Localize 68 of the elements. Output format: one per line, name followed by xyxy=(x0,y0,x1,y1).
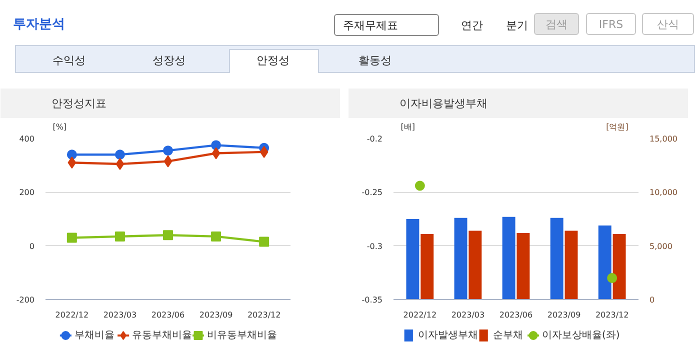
legend-label: 유동부채비율 xyxy=(132,330,192,341)
legend-label: 이자발생부채 xyxy=(418,330,478,341)
y2-tick-label: 10,000 xyxy=(650,188,678,198)
point xyxy=(211,231,222,242)
y2-tick-label: 0 xyxy=(650,296,655,304)
y-tick-label: 0 xyxy=(29,242,35,251)
x-tick-label: 2023/12 xyxy=(595,310,629,320)
bar xyxy=(468,230,482,300)
bar xyxy=(564,230,578,300)
x-tick-label: 2022/12 xyxy=(55,310,89,320)
bar xyxy=(612,234,626,300)
text: 산식 xyxy=(642,13,694,35)
y-tick-label: 400 xyxy=(19,134,35,144)
bar xyxy=(420,234,434,300)
text: 분기 xyxy=(506,18,528,34)
bar xyxy=(454,218,468,300)
point xyxy=(212,147,220,160)
y2-tick-label: 5,000 xyxy=(650,242,672,251)
point xyxy=(66,232,77,243)
text: IFRS xyxy=(586,13,636,35)
y-tick-label: -0.25 xyxy=(362,188,383,198)
text: 활동성 xyxy=(358,53,392,69)
bar xyxy=(406,219,420,300)
legend-label: 이자보상배율(좌) xyxy=(542,330,620,341)
y2-axis-title: [억원] xyxy=(606,122,628,132)
y-axis-title: [배] xyxy=(400,122,415,132)
text: 수익성 xyxy=(52,53,86,69)
x-tick-label: 2022/12 xyxy=(403,310,437,320)
x-tick-label: 2023/09 xyxy=(547,310,581,320)
bar xyxy=(598,225,612,300)
text: 검색 xyxy=(534,13,579,35)
chart-title: 안정성지표 xyxy=(51,97,106,110)
legend-label: 부채비율 xyxy=(74,330,114,341)
y-tick-label: -200 xyxy=(16,296,34,304)
point xyxy=(260,146,268,158)
point xyxy=(211,140,222,150)
point xyxy=(68,156,76,169)
text: 성장성 xyxy=(152,53,186,69)
x-tick-label: 2023/03 xyxy=(103,310,137,320)
point xyxy=(259,236,270,247)
y-tick-label: 200 xyxy=(19,188,35,198)
point xyxy=(114,150,125,160)
point xyxy=(114,231,125,242)
point xyxy=(163,146,173,156)
bar xyxy=(502,216,516,300)
point xyxy=(164,155,172,168)
y2-tick-label: 15,000 xyxy=(650,134,678,144)
point xyxy=(66,150,77,160)
bar xyxy=(516,232,530,300)
bar xyxy=(550,218,564,300)
x-tick-label: 2023/03 xyxy=(451,310,485,320)
chart-title: 이자비용발생부채 xyxy=(399,97,488,110)
legend-label: 순부채 xyxy=(492,330,523,341)
point xyxy=(116,158,124,170)
y-axis-title: [%] xyxy=(52,122,67,132)
y-tick-label: -0.3 xyxy=(366,242,382,251)
x-tick-label: 2023/12 xyxy=(247,310,281,320)
y-tick-label: -0.35 xyxy=(362,296,383,304)
text: 주재무제표 xyxy=(334,14,439,36)
x-tick-label: 2023/09 xyxy=(199,310,233,320)
text: 연간 xyxy=(461,18,483,34)
point xyxy=(163,230,173,240)
y-tick-label: -0.2 xyxy=(366,134,382,144)
x-tick-label: 2023/06 xyxy=(151,310,185,320)
text: 투자분석 xyxy=(13,16,65,34)
text: 안정성 xyxy=(256,53,290,69)
legend-label: 비유동부채비율 xyxy=(206,330,277,341)
x-tick-label: 2023/06 xyxy=(499,310,533,320)
